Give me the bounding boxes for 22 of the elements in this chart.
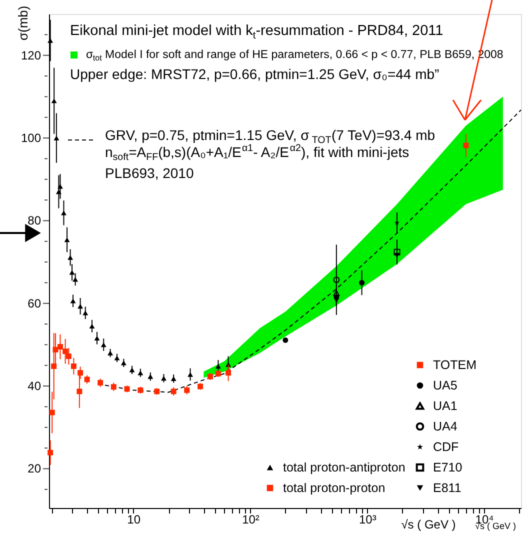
y-tick-label: 100	[20, 131, 42, 146]
legend-label: UA4	[433, 420, 458, 434]
y-tick-label: 20	[28, 462, 42, 476]
y-tick-label: 40	[28, 379, 42, 394]
y-axis-title: σ(mb)	[16, 6, 30, 40]
legend-label: E811	[433, 481, 462, 495]
legend-label: UA1	[433, 399, 458, 413]
x-axis-title: √s ( GeV )	[401, 518, 456, 532]
x-tick-label: 10³	[358, 512, 376, 526]
annotation: PLB693, 2010	[105, 165, 194, 181]
legend-label: total proton-proton	[283, 481, 386, 495]
y-tick-label: 120	[20, 48, 42, 62]
legend-label: total proton-antiproton	[283, 460, 406, 474]
y-tick-label: 60	[28, 296, 42, 310]
legend-label: E710	[433, 460, 462, 474]
x-tick-label: 10	[127, 512, 141, 526]
x-tick-label: 10²	[242, 512, 260, 526]
annotation: Upper edge: MRST72, p=0.66, ptmin=1.25 GeV, σ₀=44 mb”	[70, 66, 440, 82]
legend-label: UA5	[433, 378, 458, 392]
legend-label: CDF	[433, 440, 460, 454]
y-tick-label: 80	[28, 214, 42, 228]
legend-label: TOTEM	[433, 358, 477, 372]
